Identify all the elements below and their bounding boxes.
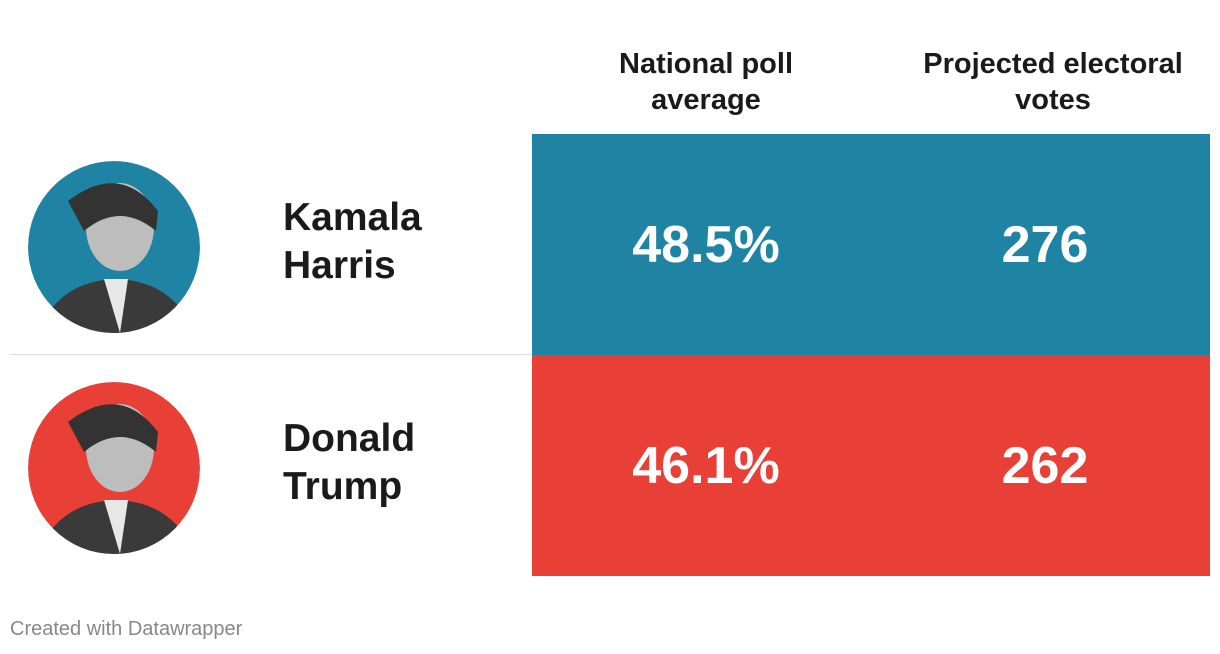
table-row: Kamala Harris 48.5% 276 (0, 134, 1220, 355)
poll-average: 46.1% (532, 355, 880, 576)
footer: Created with Datawrapper (10, 618, 243, 640)
candidate-name: Donald Trump (283, 417, 416, 508)
table-row: Donald Trump 46.1% 262 (0, 355, 1220, 576)
poll-average: 48.5% (532, 134, 880, 355)
portrait-image (28, 382, 200, 554)
electoral-votes: 262 (880, 355, 1210, 576)
column-header: National poll average (619, 48, 793, 116)
candidate-name: Kamala Harris (283, 196, 422, 287)
row-separator (10, 354, 532, 355)
portrait-image (28, 161, 200, 333)
column-header: Projected electoral votes (923, 48, 1183, 116)
electoral-votes: 276 (880, 134, 1210, 355)
portrait (28, 382, 200, 559)
portrait (28, 161, 200, 338)
